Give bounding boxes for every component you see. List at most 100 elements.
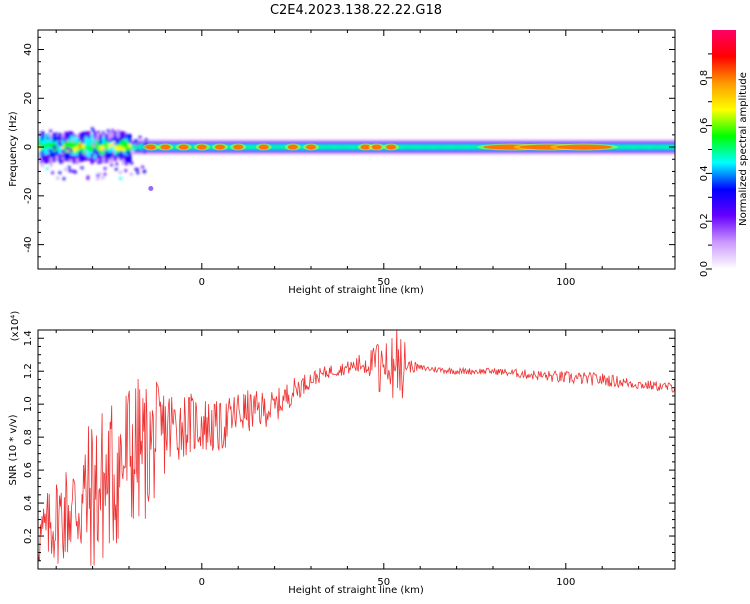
heatmap-cell — [157, 145, 161, 149]
heatmap-cell — [102, 146, 106, 151]
heatmap-cell — [399, 145, 403, 149]
heatmap-noise-cell — [67, 147, 71, 151]
heatmap-noise-cell — [84, 151, 88, 155]
heatmap-cell — [131, 145, 135, 149]
x-tick-label: 50 — [377, 277, 390, 288]
heatmap-noise-cell — [51, 171, 55, 175]
heatmap-cell — [451, 145, 455, 149]
spectrogram-ticks: 0 50 100 -40 -20 0 20 40 — [23, 30, 676, 288]
heatmap-cell — [84, 144, 88, 149]
heatmap-hotspot — [287, 144, 298, 150]
heatmap-noise-cell — [124, 162, 128, 166]
heatmap-cell — [381, 145, 385, 149]
spectrogram-xlabel: Height of straight line (km) — [288, 285, 424, 296]
heatmap-cell — [206, 145, 211, 149]
heatmap-cell — [72, 147, 77, 152]
heatmap-hotspot-halo — [175, 143, 192, 151]
heatmap-cell — [425, 145, 429, 149]
heatmap-cell — [346, 145, 350, 149]
heatmap-noise-cell — [110, 163, 114, 167]
snr-ticks: 0 50 100 0.2 0.4 0.6 0.8 1.0 1.2 1.4 — [23, 330, 676, 588]
heatmap-cell — [448, 145, 452, 149]
heatmap-noise-cell — [44, 160, 48, 164]
heatmap-cell — [38, 140, 42, 152]
heatmap-hotspot — [556, 144, 612, 150]
heatmap-cell — [81, 143, 85, 154]
heatmap-cell — [626, 145, 630, 149]
heatmap-cell — [64, 143, 68, 149]
heatmap-noise-cell — [69, 149, 73, 153]
heatmap-noise-cell — [145, 131, 149, 135]
figure-title: C2E4.2023.138.22.22.G18 — [270, 3, 442, 18]
snr-xlabel: Height of straight line (km) — [288, 585, 424, 596]
heatmap-cell — [404, 145, 409, 149]
heatmap-noise-cell — [71, 139, 75, 143]
heatmap-cell — [617, 145, 621, 149]
heatmap-noise-cell — [60, 159, 64, 163]
heatmap-noise-cell — [101, 176, 105, 180]
heatmap-noise-cell — [101, 131, 105, 135]
heatmap-cell — [460, 145, 464, 149]
heatmap-hotspot-halo — [284, 143, 301, 151]
heatmap-noise-cell — [54, 132, 58, 136]
heatmap-cell — [471, 145, 476, 149]
heatmap-noise-cell — [53, 147, 57, 151]
heatmap-noise-cell — [96, 130, 100, 134]
heatmap-cell — [611, 145, 615, 149]
heatmap-cell — [355, 145, 359, 149]
snr-multiplier: (x10⁴) — [10, 311, 21, 342]
heatmap-cell — [343, 145, 348, 149]
heatmap-cell — [139, 145, 144, 149]
heatmap-cell — [332, 145, 336, 149]
heatmap-noise-cell — [141, 165, 145, 169]
y-tick-label: 0.4 — [23, 495, 34, 511]
heatmap-noise-cell — [112, 151, 116, 155]
heatmap-cell — [410, 145, 415, 149]
heatmap-cell — [113, 135, 117, 155]
colorbar-tick-label: 0.6 — [699, 118, 710, 134]
heatmap-noise-cell — [109, 159, 113, 163]
heatmap-cell — [623, 145, 627, 149]
heatmap-hotspot-halo — [303, 143, 319, 151]
heatmap-cell — [643, 145, 647, 149]
heatmap-cell — [314, 145, 318, 149]
heatmap-cell — [276, 145, 281, 149]
heatmap-cell — [87, 146, 91, 151]
colorbar-ticks: 0.0 0.2 0.4 0.6 0.8 — [699, 53, 712, 277]
y-tick-label: 0.6 — [23, 462, 34, 478]
heatmap-noise-cell — [46, 136, 50, 140]
heatmap-noise-cell — [68, 131, 72, 135]
heatmap-cell — [49, 143, 53, 148]
spectrogram-frame — [37, 29, 676, 270]
heatmap-hotspot-halo — [142, 143, 159, 151]
colorbar-gradient — [712, 30, 736, 269]
heatmap-noise-cell — [39, 160, 43, 164]
y-tick-label: -40 — [23, 236, 34, 252]
heatmap-noise-cell — [91, 152, 95, 156]
x-tick-label: 50 — [377, 577, 390, 588]
heatmap-noise-cell — [47, 149, 51, 153]
heatmap-noise-cell — [113, 130, 117, 134]
heatmap-noise-cell — [124, 169, 128, 173]
heatmap-noise-cell — [96, 177, 100, 181]
heatmap-cell — [445, 145, 449, 149]
heatmap-cell — [279, 145, 283, 149]
heatmap-noise-cell — [138, 135, 142, 139]
heatmap-hotspot-halo — [157, 143, 174, 151]
heatmap-noise-cell — [68, 169, 72, 173]
heatmap-noise-cell — [121, 158, 125, 162]
heatmap-cell — [655, 145, 659, 149]
heatmap-cell — [227, 145, 231, 149]
heatmap-noise-cell — [119, 176, 123, 180]
heatmap-noise-cell — [127, 150, 131, 154]
heatmap-noise-cell — [60, 152, 64, 156]
heatmap-noise-cell — [125, 135, 129, 139]
heatmap-hotspot-halo — [212, 143, 228, 151]
heatmap-noise-cell — [103, 172, 107, 176]
heatmap-cell — [614, 145, 618, 149]
heatmap-cell — [480, 145, 484, 149]
colorbar-tick-label: 0.2 — [699, 213, 710, 229]
heatmap-cell — [58, 143, 62, 154]
heatmap-noise-cell — [136, 168, 140, 172]
